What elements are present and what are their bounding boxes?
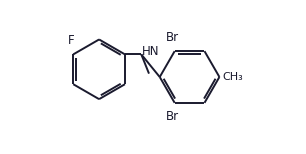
Text: HN: HN xyxy=(142,45,159,58)
Text: Br: Br xyxy=(166,31,179,44)
Text: Br: Br xyxy=(166,110,179,123)
Text: CH₃: CH₃ xyxy=(222,72,243,82)
Text: F: F xyxy=(68,34,75,47)
